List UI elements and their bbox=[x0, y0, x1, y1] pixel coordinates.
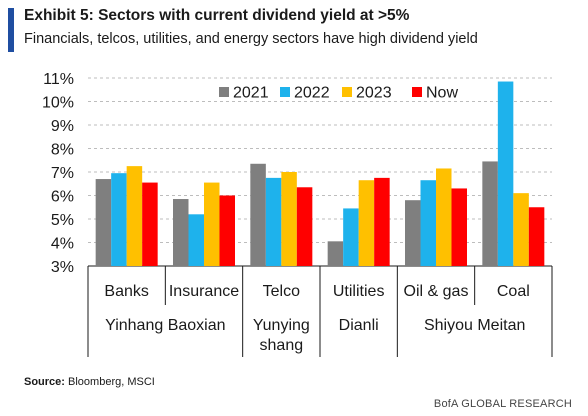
y-tick-label: 7% bbox=[51, 165, 74, 182]
legend-label: 2023 bbox=[356, 85, 392, 102]
bar bbox=[188, 214, 204, 266]
bar bbox=[327, 241, 344, 266]
category-label: Banks bbox=[104, 283, 148, 300]
bar bbox=[173, 199, 189, 266]
bar bbox=[204, 182, 220, 266]
bar bbox=[219, 195, 235, 266]
group-label: shang bbox=[260, 337, 304, 354]
bar bbox=[528, 207, 545, 266]
bar bbox=[265, 177, 282, 266]
y-tick-label: 8% bbox=[51, 142, 74, 159]
bar bbox=[281, 172, 297, 266]
bar bbox=[142, 182, 158, 266]
bar bbox=[497, 81, 514, 267]
legend-swatch bbox=[342, 87, 352, 97]
category-label: Oil & gas bbox=[404, 283, 469, 300]
bar bbox=[343, 208, 359, 266]
legend-swatch bbox=[412, 87, 422, 97]
group-label: Shiyou Meitan bbox=[424, 317, 525, 334]
bar bbox=[420, 180, 436, 266]
bar bbox=[95, 179, 112, 266]
group-label: Dianli bbox=[339, 317, 379, 334]
category-label: Telco bbox=[263, 283, 300, 300]
bar bbox=[405, 200, 421, 266]
legend-label: Now bbox=[426, 85, 458, 102]
source-note: Source: Bloomberg, MSCI bbox=[24, 376, 155, 388]
footer-brand: BofA GLOBAL RESEARCH bbox=[433, 398, 572, 410]
legend-label: 2022 bbox=[294, 85, 330, 102]
exhibit-subtitle: Financials, telcos, utilities, and energ… bbox=[24, 31, 478, 47]
title-accent-bar bbox=[8, 8, 14, 52]
group-label: Yunying bbox=[253, 317, 310, 334]
legend-swatch bbox=[219, 87, 229, 97]
bar bbox=[513, 193, 529, 266]
exhibit-title: Exhibit 5: Sectors with current dividend… bbox=[24, 7, 410, 24]
bar bbox=[250, 163, 266, 266]
source-label: Source: bbox=[24, 376, 65, 388]
y-tick-label: 9% bbox=[51, 118, 74, 135]
bar bbox=[451, 188, 467, 266]
y-tick-label: 10% bbox=[42, 95, 74, 112]
bar bbox=[358, 180, 375, 266]
y-tick-label: 11% bbox=[43, 71, 74, 88]
category-label: Utilities bbox=[333, 283, 385, 300]
legend-swatch bbox=[280, 87, 290, 97]
y-tick-label: 6% bbox=[51, 189, 74, 206]
bar bbox=[436, 168, 452, 266]
y-tick-label: 3% bbox=[51, 259, 74, 276]
source-text: Bloomberg, MSCI bbox=[64, 376, 155, 388]
bar bbox=[296, 187, 313, 266]
bar bbox=[374, 177, 390, 266]
category-label: Coal bbox=[497, 283, 530, 300]
category-label: Insurance bbox=[169, 283, 239, 300]
bar bbox=[111, 173, 127, 266]
bar bbox=[126, 166, 143, 266]
group-label: Yinhang Baoxian bbox=[105, 317, 225, 334]
bar bbox=[482, 161, 498, 266]
y-tick-label: 4% bbox=[51, 236, 74, 253]
y-tick-label: 5% bbox=[51, 212, 74, 229]
legend-label: 2021 bbox=[233, 85, 269, 102]
